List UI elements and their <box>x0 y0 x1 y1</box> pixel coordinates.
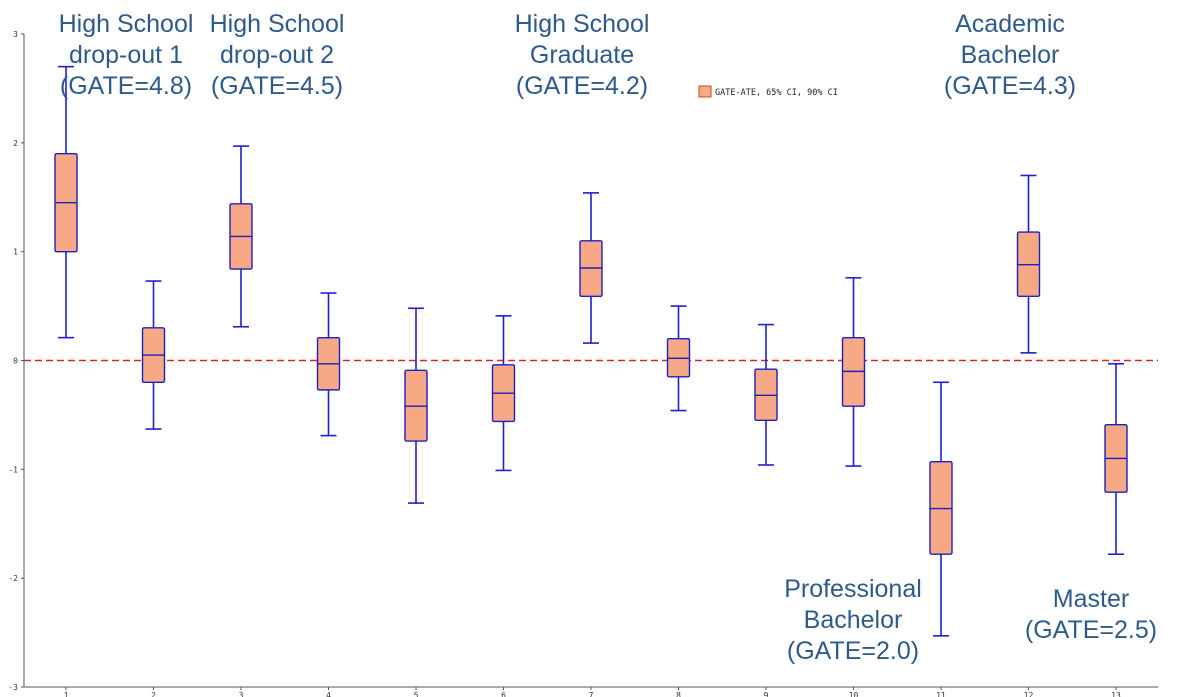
y-tick-label: -2 <box>8 574 18 583</box>
annotations: High School drop-out 1 (GATE=4.8)High Scho… <box>59 10 1158 665</box>
x-tick-label: 13 <box>1111 691 1121 697</box>
x-tick-label: 5 <box>414 691 419 697</box>
annotation-label: Academic Bachelor (GATE=4.3) <box>944 10 1076 100</box>
annotation-line: (GATE=2.0) <box>787 637 919 665</box>
legend-swatch <box>698 85 712 98</box>
x-tick-label: 10 <box>849 691 859 697</box>
annotation-line: Master <box>1053 585 1129 613</box>
x-tick-label: 2 <box>151 691 156 697</box>
y-axis-ticks: -3 -2 -1 0 1 2 3 <box>8 30 24 692</box>
x-tick-label: 9 <box>764 691 769 697</box>
annotation-line: (GATE=4.8) <box>60 72 192 100</box>
annotation-label: High School drop-out 1 (GATE=4.8) <box>59 10 194 100</box>
x-tick-label: 4 <box>326 691 331 697</box>
y-tick-label: 0 <box>13 357 18 366</box>
annotation-label: High School drop-out 2 (GATE=4.5) <box>210 10 345 100</box>
box-1 <box>54 65 78 339</box>
y-tick-label: -1 <box>8 465 18 474</box>
legend-label: GATE-ATE, 65% CI, 90% CI <box>715 88 838 98</box>
box-5 <box>404 307 428 504</box>
box-4 <box>316 292 341 437</box>
box-6 <box>491 315 516 472</box>
annotation-label: Master (GATE=2.5) <box>1025 585 1157 644</box>
x-tick-label: 11 <box>936 691 946 697</box>
annotation-line: (GATE=4.3) <box>944 72 1076 100</box>
x-tick-label: 3 <box>239 691 244 697</box>
annotation-line: Professional <box>784 575 922 603</box>
box-13 <box>1104 362 1128 556</box>
y-tick-label: -3 <box>8 683 18 692</box>
box-11 <box>929 381 953 637</box>
annotation-line: Bachelor <box>804 606 903 634</box>
annotation-line: (GATE=4.5) <box>211 72 343 100</box>
box-3 <box>229 145 253 328</box>
box-7 <box>579 192 603 344</box>
y-tick-label: 3 <box>13 30 18 39</box>
y-tick-label: 2 <box>13 139 18 148</box>
box-2 <box>141 280 166 430</box>
annotation-label: Professional Bachelor (GATE=2.0) <box>784 575 922 665</box>
annotation-line: High School <box>515 10 650 38</box>
annotation-line: Academic <box>955 10 1065 38</box>
y-tick-label: 1 <box>13 248 18 257</box>
box-9 <box>754 323 778 466</box>
annotation-line: (GATE=2.5) <box>1025 616 1157 644</box>
x-tick-label: 12 <box>1024 691 1034 697</box>
annotation-line: (GATE=4.2) <box>516 72 648 100</box>
annotation-line: drop-out 1 <box>69 41 183 69</box>
x-axis-ticks: 1 2 3 4 5 6 7 8 9 10 11 12 13 <box>64 687 1121 697</box>
annotation-line: Bachelor <box>961 41 1060 69</box>
box-12 <box>1016 174 1041 354</box>
x-tick-label: 6 <box>501 691 506 697</box>
annotation-line: High School <box>59 10 194 38</box>
annotation-line: drop-out 2 <box>220 41 334 69</box>
annotation-label: High School Graduate (GATE=4.2) <box>515 10 650 100</box>
box-8 <box>666 305 691 412</box>
box-series <box>54 65 1128 637</box>
x-tick-label: 7 <box>589 691 594 697</box>
annotation-line: High School <box>210 10 345 38</box>
box-10 <box>841 276 866 467</box>
legend: GATE-ATE, 65% CI, 90% CI <box>698 85 838 98</box>
x-tick-label: 8 <box>676 691 681 697</box>
x-tick-label: 1 <box>64 691 69 697</box>
annotation-line: Graduate <box>530 41 634 69</box>
